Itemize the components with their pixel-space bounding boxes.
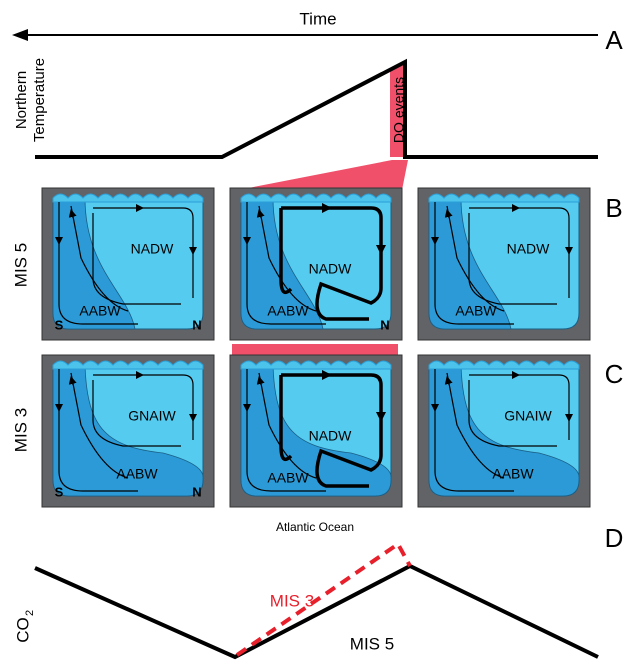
water-mass-label: AABW bbox=[455, 303, 497, 319]
ocean-box: NADW AABW bbox=[230, 355, 402, 507]
water-mass-label: AABW bbox=[492, 466, 534, 482]
corner-label: N bbox=[380, 317, 389, 332]
diagram: Time A DO events Northern Temperature B … bbox=[0, 0, 629, 660]
series-label: MIS 5 bbox=[350, 634, 394, 653]
water-mass-label: GNAIW bbox=[504, 408, 552, 424]
do-events-link bbox=[238, 160, 408, 190]
water-mass-label: NADW bbox=[131, 241, 175, 257]
panel-label: C bbox=[605, 359, 624, 389]
co2-axis-label: CO 2 bbox=[13, 610, 35, 643]
ocean-box: NADW AABW N bbox=[230, 188, 402, 340]
corner-label: N bbox=[192, 484, 201, 499]
panel-label: B bbox=[605, 193, 622, 223]
corner-label: S bbox=[55, 317, 64, 332]
corner-label: S bbox=[55, 484, 64, 499]
ocean-label: Atlantic Ocean bbox=[276, 520, 354, 534]
water-mass-label: NADW bbox=[309, 261, 353, 277]
water-mass-label: NADW bbox=[507, 241, 551, 257]
series-label: MIS 3 bbox=[270, 591, 314, 610]
ocean-box: NADW AABW bbox=[418, 188, 590, 340]
time-label: Time bbox=[299, 9, 336, 28]
do-events-label: DO events bbox=[391, 77, 407, 143]
co2-axis-text: CO bbox=[13, 617, 32, 643]
ocean-box: NADW AABW S N bbox=[42, 188, 214, 340]
ocean-box: GNAIW AABW bbox=[418, 355, 590, 507]
row-label: MIS 3 bbox=[11, 408, 30, 452]
water-mass-label: AABW bbox=[79, 303, 121, 319]
water-mass-label: AABW bbox=[116, 466, 158, 482]
water-mass-label: NADW bbox=[309, 428, 353, 444]
water-mass-label: GNAIW bbox=[128, 408, 176, 424]
ocean-box: GNAIW AABW S N bbox=[42, 355, 214, 507]
water-mass-label: AABW bbox=[267, 303, 309, 319]
water-mass-label: AABW bbox=[267, 470, 309, 486]
temperature-axis-label: Temperature bbox=[31, 58, 48, 142]
corner-label: N bbox=[192, 317, 201, 332]
co2-mis5-line bbox=[35, 566, 598, 657]
temperature-axis-label: Northern bbox=[13, 71, 30, 129]
temperature-curve bbox=[35, 62, 598, 157]
time-arrowhead bbox=[12, 29, 28, 41]
panel-label: A bbox=[605, 25, 623, 55]
page: Time A DO events Northern Temperature B … bbox=[0, 0, 629, 660]
row-label: MIS 5 bbox=[11, 243, 30, 287]
co2-axis-subscript: 2 bbox=[24, 610, 36, 616]
panel-label: D bbox=[605, 523, 624, 553]
